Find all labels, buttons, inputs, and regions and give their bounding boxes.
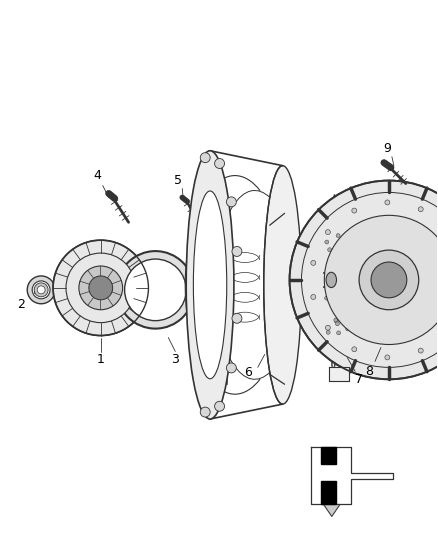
Ellipse shape bbox=[333, 278, 345, 306]
Ellipse shape bbox=[418, 348, 423, 353]
Ellipse shape bbox=[215, 158, 225, 168]
Ellipse shape bbox=[325, 296, 328, 300]
Ellipse shape bbox=[124, 259, 186, 321]
Ellipse shape bbox=[326, 272, 336, 288]
Ellipse shape bbox=[340, 254, 344, 257]
Text: 2: 2 bbox=[18, 298, 25, 311]
Ellipse shape bbox=[350, 267, 354, 271]
Ellipse shape bbox=[27, 276, 55, 304]
Ellipse shape bbox=[351, 303, 355, 307]
Circle shape bbox=[324, 215, 438, 344]
Ellipse shape bbox=[339, 296, 343, 300]
Ellipse shape bbox=[350, 269, 354, 273]
Ellipse shape bbox=[353, 289, 357, 293]
Ellipse shape bbox=[34, 283, 48, 297]
Text: 8: 8 bbox=[365, 365, 373, 378]
Circle shape bbox=[359, 250, 419, 310]
Text: 5: 5 bbox=[174, 174, 182, 187]
Ellipse shape bbox=[66, 253, 135, 322]
Ellipse shape bbox=[226, 197, 237, 207]
Bar bbox=[205, 193, 227, 215]
Ellipse shape bbox=[335, 270, 339, 274]
Circle shape bbox=[290, 181, 438, 379]
Text: 9: 9 bbox=[383, 142, 391, 155]
Ellipse shape bbox=[117, 251, 194, 329]
Ellipse shape bbox=[264, 166, 301, 404]
Ellipse shape bbox=[326, 330, 330, 334]
Ellipse shape bbox=[325, 240, 329, 244]
Ellipse shape bbox=[200, 152, 210, 163]
Ellipse shape bbox=[89, 276, 113, 300]
Ellipse shape bbox=[333, 274, 337, 279]
Ellipse shape bbox=[333, 295, 337, 299]
Polygon shape bbox=[320, 192, 359, 370]
Ellipse shape bbox=[311, 261, 316, 265]
Ellipse shape bbox=[336, 291, 340, 295]
Ellipse shape bbox=[418, 207, 423, 212]
Polygon shape bbox=[329, 367, 349, 381]
Ellipse shape bbox=[341, 290, 345, 294]
Ellipse shape bbox=[385, 200, 390, 205]
Ellipse shape bbox=[79, 266, 123, 310]
Ellipse shape bbox=[226, 363, 237, 373]
Polygon shape bbox=[321, 447, 336, 464]
Ellipse shape bbox=[332, 290, 336, 294]
Ellipse shape bbox=[339, 263, 343, 266]
Text: 7: 7 bbox=[355, 373, 363, 386]
Text: 3: 3 bbox=[171, 353, 179, 366]
Ellipse shape bbox=[352, 347, 357, 352]
Text: 4: 4 bbox=[94, 169, 102, 182]
Ellipse shape bbox=[334, 319, 338, 323]
Ellipse shape bbox=[200, 407, 210, 417]
Ellipse shape bbox=[328, 248, 332, 252]
Text: 1: 1 bbox=[97, 353, 105, 366]
Ellipse shape bbox=[336, 309, 339, 313]
Polygon shape bbox=[324, 504, 340, 516]
Ellipse shape bbox=[352, 208, 357, 213]
Polygon shape bbox=[311, 447, 393, 504]
Ellipse shape bbox=[232, 313, 242, 324]
Bar bbox=[205, 322, 227, 344]
Ellipse shape bbox=[186, 151, 234, 419]
Ellipse shape bbox=[340, 319, 344, 322]
Ellipse shape bbox=[352, 295, 356, 298]
Bar bbox=[205, 233, 227, 255]
Ellipse shape bbox=[232, 246, 242, 256]
Ellipse shape bbox=[53, 240, 148, 336]
Ellipse shape bbox=[339, 293, 343, 297]
Ellipse shape bbox=[352, 313, 356, 317]
Ellipse shape bbox=[334, 318, 338, 322]
Text: 6: 6 bbox=[244, 366, 252, 379]
Ellipse shape bbox=[325, 325, 330, 330]
Circle shape bbox=[371, 262, 407, 298]
Ellipse shape bbox=[337, 331, 341, 335]
Ellipse shape bbox=[336, 233, 340, 238]
Ellipse shape bbox=[32, 281, 50, 299]
Ellipse shape bbox=[346, 327, 350, 331]
Ellipse shape bbox=[352, 308, 356, 312]
Ellipse shape bbox=[336, 322, 339, 326]
Ellipse shape bbox=[336, 276, 340, 279]
Polygon shape bbox=[321, 481, 336, 504]
Ellipse shape bbox=[334, 247, 338, 251]
Ellipse shape bbox=[343, 288, 347, 292]
Bar bbox=[205, 362, 227, 384]
Ellipse shape bbox=[343, 307, 347, 311]
Bar bbox=[205, 273, 227, 295]
Ellipse shape bbox=[193, 191, 227, 379]
Ellipse shape bbox=[351, 255, 355, 259]
Ellipse shape bbox=[385, 355, 390, 360]
Ellipse shape bbox=[325, 230, 330, 235]
Ellipse shape bbox=[37, 286, 45, 294]
Ellipse shape bbox=[215, 401, 225, 411]
Ellipse shape bbox=[334, 269, 338, 273]
Ellipse shape bbox=[311, 294, 316, 300]
